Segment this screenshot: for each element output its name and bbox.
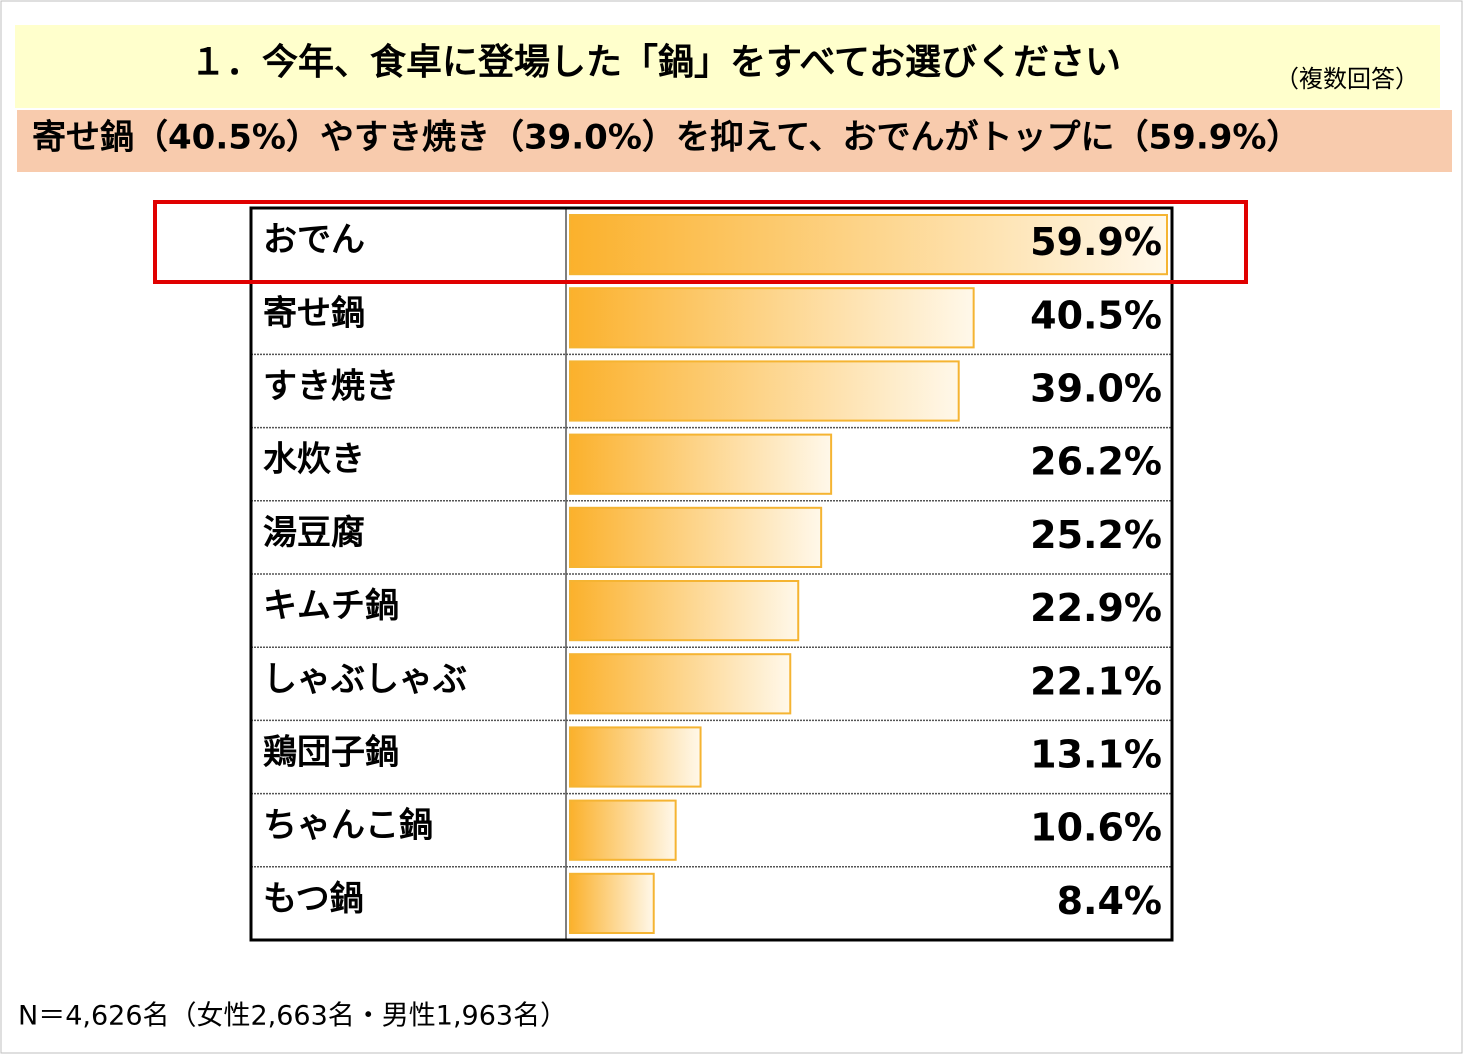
bar [569,360,960,422]
value-label: 25.2% [1030,513,1162,557]
category-label: キムチ鍋 [263,586,399,626]
table-border [249,206,1174,942]
note: N＝4,626名（女性2,663名・男性1,963名） [18,1001,567,1032]
category-label: ちゃんこ鍋 [263,806,433,846]
title-note: （複数回答） [1275,65,1419,93]
category-label: 寄せ鍋 [263,293,365,333]
value-label: 40.5% [1030,293,1162,337]
highlight [153,200,1248,284]
value-label: 59.9% [1030,220,1162,264]
category-label: 鶏団子鍋 [263,733,399,773]
bar [569,726,702,788]
category-label: おでん [263,220,365,260]
category-label: 湯豆腐 [263,513,365,553]
value-label: 26.2% [1030,440,1162,484]
category-label: 水炊き [263,440,365,480]
value-label: 8.4% [1057,879,1162,923]
value-label: 22.1% [1030,659,1162,703]
bar [569,580,800,642]
subtitle: 寄せ鍋（40.5%）やすき焼き（39.0%）を抑えて、おでんがトップに（59.9… [32,118,1300,158]
category-label: もつ鍋 [263,879,364,919]
bar [569,214,1168,276]
table: おでん 59.9% 寄せ鍋 40.5% すき焼き 39.0% 水炊き 26.2% 湯豆腐 25.2… [249,206,1174,942]
bar [569,799,677,861]
value-label: 10.6% [1030,806,1162,850]
bar [569,872,655,934]
value-label: 22.9% [1030,586,1162,630]
bar [569,287,975,349]
chart-title: １．今年、食卓に登場した「鍋」をすべてお選びください [190,41,1121,83]
value-label: 39.0% [1030,367,1162,411]
bar [569,433,833,495]
category-label: しゃぶしゃぶ [263,659,467,699]
category-label: すき焼き [263,367,399,407]
subtitle-band [17,110,1452,172]
bar [569,653,792,715]
value-label: 13.1% [1030,733,1162,777]
bar [569,506,823,568]
title-box [15,25,1440,108]
